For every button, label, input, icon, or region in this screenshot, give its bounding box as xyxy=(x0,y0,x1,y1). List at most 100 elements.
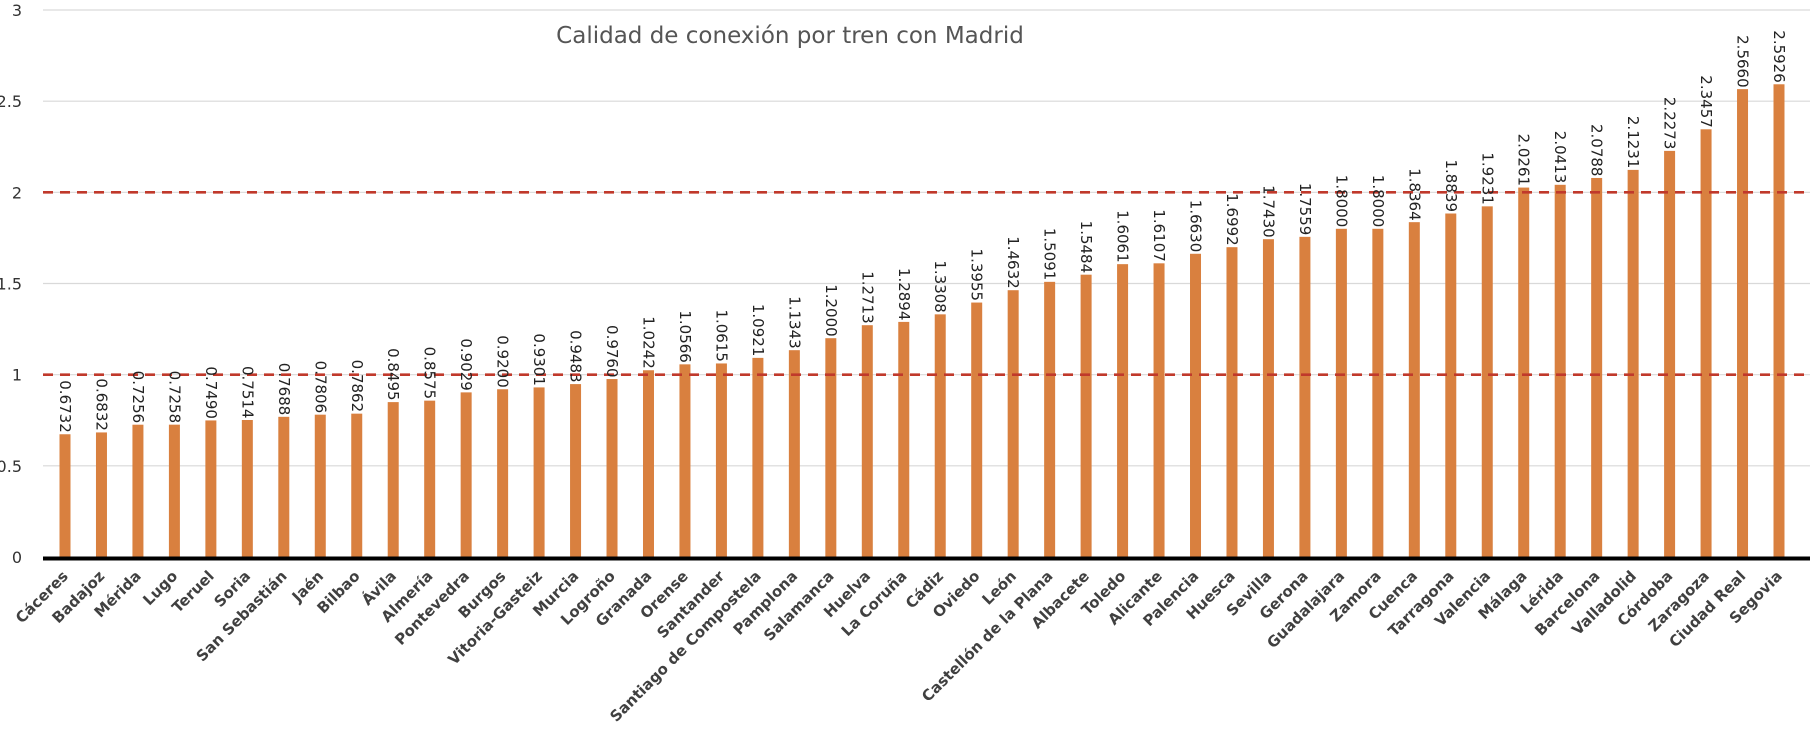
chart-title: Calidad de conexión por tren con Madrid xyxy=(556,23,1024,49)
data-label: 0.7688 xyxy=(275,363,293,416)
data-label: 0.9483 xyxy=(567,330,585,383)
bar xyxy=(898,321,910,557)
data-label: 1.8000 xyxy=(1332,175,1350,228)
data-label: 0.7514 xyxy=(238,366,256,419)
bar xyxy=(205,420,217,557)
bar xyxy=(1773,84,1785,558)
bar xyxy=(1554,184,1566,557)
y-tick-label: 3 xyxy=(12,1,22,20)
data-label: 2.0788 xyxy=(1588,124,1606,177)
data-label: 2.0413 xyxy=(1551,131,1569,184)
data-label: 1.7430 xyxy=(1259,185,1277,238)
bar xyxy=(132,424,144,557)
data-label: 2.1231 xyxy=(1624,116,1642,168)
y-tick-label: 2 xyxy=(12,183,22,202)
data-label: 2.5660 xyxy=(1734,35,1752,88)
data-label: 1.5091 xyxy=(1041,228,1059,281)
bar xyxy=(533,387,545,557)
bar xyxy=(1518,187,1530,557)
data-labels: 0.6732 0.6832 0.7256 0.7258 0.7490 0.7514 0.76… xyxy=(56,30,1788,432)
data-label: 0.9029 xyxy=(457,338,475,391)
bar xyxy=(1591,177,1603,558)
gridlines xyxy=(43,9,1810,467)
y-tick-label: 0 xyxy=(12,548,22,567)
bar xyxy=(934,314,946,557)
data-label: 0.6832 xyxy=(92,378,110,431)
data-label: 0.9760 xyxy=(603,325,621,378)
y-tick-label: 2.5 xyxy=(0,92,22,111)
data-label: 1.8364 xyxy=(1405,168,1423,221)
bar xyxy=(1153,263,1165,557)
data-label: 0.7806 xyxy=(311,361,329,414)
bar xyxy=(971,302,983,557)
data-label: 1.1343 xyxy=(785,296,803,349)
data-label: 2.0261 xyxy=(1515,134,1533,187)
data-label: 1.6630 xyxy=(1187,200,1205,253)
bar xyxy=(424,400,436,557)
data-label: 0.8495 xyxy=(384,348,402,401)
data-label: 1.6992 xyxy=(1223,193,1241,246)
data-label: 1.6107 xyxy=(1150,209,1168,262)
bar xyxy=(278,416,290,557)
data-label: 1.0921 xyxy=(749,304,767,357)
bar xyxy=(351,413,363,557)
data-label: 1.3308 xyxy=(931,260,949,313)
data-label: 0.9301 xyxy=(530,333,548,386)
bar xyxy=(1080,274,1092,557)
bar xyxy=(314,414,326,557)
data-label: 0.9200 xyxy=(494,335,512,388)
data-label: 0.8575 xyxy=(421,347,439,400)
bar xyxy=(752,357,764,557)
data-label: 0.7258 xyxy=(165,371,183,424)
data-label: 2.3457 xyxy=(1697,75,1715,128)
bar xyxy=(715,363,727,557)
bar xyxy=(460,392,472,557)
y-tick-label: 1 xyxy=(12,366,22,385)
data-label: 1.8000 xyxy=(1369,175,1387,228)
bar xyxy=(1335,228,1347,558)
bar xyxy=(1190,253,1202,557)
reference-lines xyxy=(43,191,1810,376)
bar xyxy=(570,384,582,557)
data-label: 1.7559 xyxy=(1296,183,1314,236)
data-label: 1.9231 xyxy=(1478,152,1496,205)
bar xyxy=(95,432,107,557)
data-label: 1.6061 xyxy=(1114,210,1132,262)
data-label: 2.2273 xyxy=(1661,97,1679,150)
bar xyxy=(1664,150,1676,557)
data-label: 1.5484 xyxy=(1077,221,1095,273)
bar xyxy=(1737,89,1749,558)
bar xyxy=(387,402,399,557)
data-label: 1.0615 xyxy=(712,309,730,362)
data-label: 1.2713 xyxy=(858,271,876,324)
data-label: 1.4632 xyxy=(1004,236,1022,288)
bar xyxy=(1007,290,1019,557)
data-label: 0.7490 xyxy=(202,366,220,419)
y-tick-label: 0.5 xyxy=(0,457,22,476)
data-label: 0.6732 xyxy=(56,380,74,433)
data-label: 1.2894 xyxy=(895,268,913,321)
bar xyxy=(788,350,800,557)
data-label: 0.7256 xyxy=(129,371,147,424)
bar xyxy=(59,434,71,557)
bar xyxy=(861,325,873,557)
bar xyxy=(497,389,509,557)
bar xyxy=(1627,169,1639,557)
data-label: 1.2000 xyxy=(822,284,840,337)
bar xyxy=(679,364,691,557)
data-label: 1.3955 xyxy=(968,249,986,302)
bar xyxy=(1226,247,1238,557)
bar xyxy=(642,370,654,557)
bar xyxy=(606,379,618,557)
bar xyxy=(1299,236,1311,558)
bar xyxy=(1372,228,1384,558)
bar xyxy=(1408,222,1420,557)
bar xyxy=(1445,213,1457,557)
data-label: 1.0566 xyxy=(676,310,694,363)
bar xyxy=(1117,264,1129,557)
data-label: 1.8839 xyxy=(1442,160,1460,213)
data-label: 2.5926 xyxy=(1770,30,1788,83)
